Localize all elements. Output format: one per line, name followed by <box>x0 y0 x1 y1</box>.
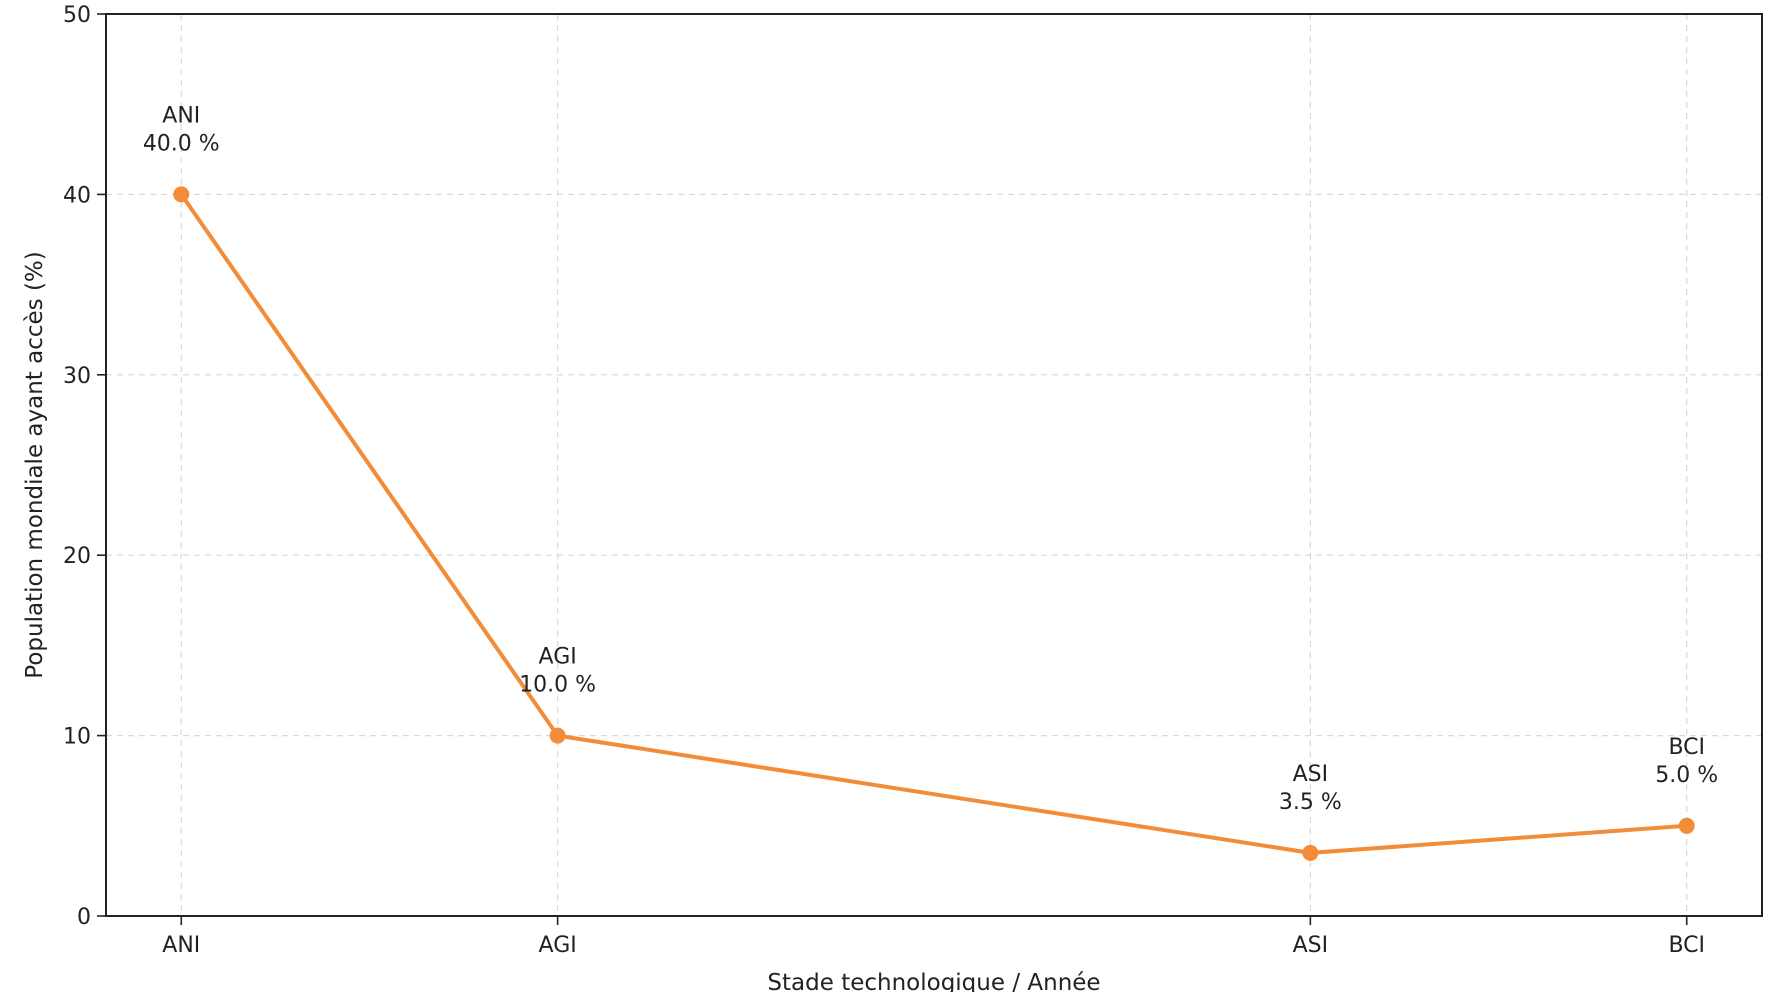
data-label-name: BCI <box>1668 735 1705 760</box>
data-label-value: 40.0 % <box>143 131 220 156</box>
y-tick-label: 10 <box>63 725 91 750</box>
x-tick-label: BCI <box>1668 933 1705 958</box>
data-label-name: AGI <box>539 645 577 670</box>
data-label-value: 5.0 % <box>1655 763 1718 788</box>
y-tick-label: 30 <box>63 364 91 389</box>
data-label-name: ANI <box>162 103 200 128</box>
y-tick-label: 0 <box>77 905 91 930</box>
y-axis: 0 10 20 30 40 50 <box>63 3 106 930</box>
data-label-name: ASI <box>1293 762 1329 787</box>
series-line <box>179 192 1689 855</box>
x-tick-label: ASI <box>1293 933 1329 958</box>
x-axis-label: Stade technologique / Année <box>767 970 1100 992</box>
series-layer <box>173 186 1695 861</box>
x-tick-label: AGI <box>539 933 577 958</box>
y-tick-label: 20 <box>63 544 91 569</box>
x-tick-label: ANI <box>162 933 200 958</box>
data-point <box>1678 817 1695 834</box>
data-point <box>549 727 566 744</box>
y-tick-label: 40 <box>63 183 91 208</box>
data-label-value: 3.5 % <box>1279 790 1342 815</box>
data-label-value: 10.0 % <box>519 673 596 698</box>
x-axis: ANI AGI ASI BCI <box>162 916 1705 958</box>
data-labels: ANI 40.0 % AGI 10.0 % ASI 3.5 % BCI 5.0 % <box>143 103 1718 814</box>
y-axis-label: Population mondiale ayant accès (%) <box>22 251 48 678</box>
grid <box>106 13 1762 917</box>
data-point <box>1302 844 1319 861</box>
data-point <box>173 186 190 203</box>
plot-frame <box>105 13 1763 917</box>
y-tick-label: 50 <box>63 3 91 28</box>
